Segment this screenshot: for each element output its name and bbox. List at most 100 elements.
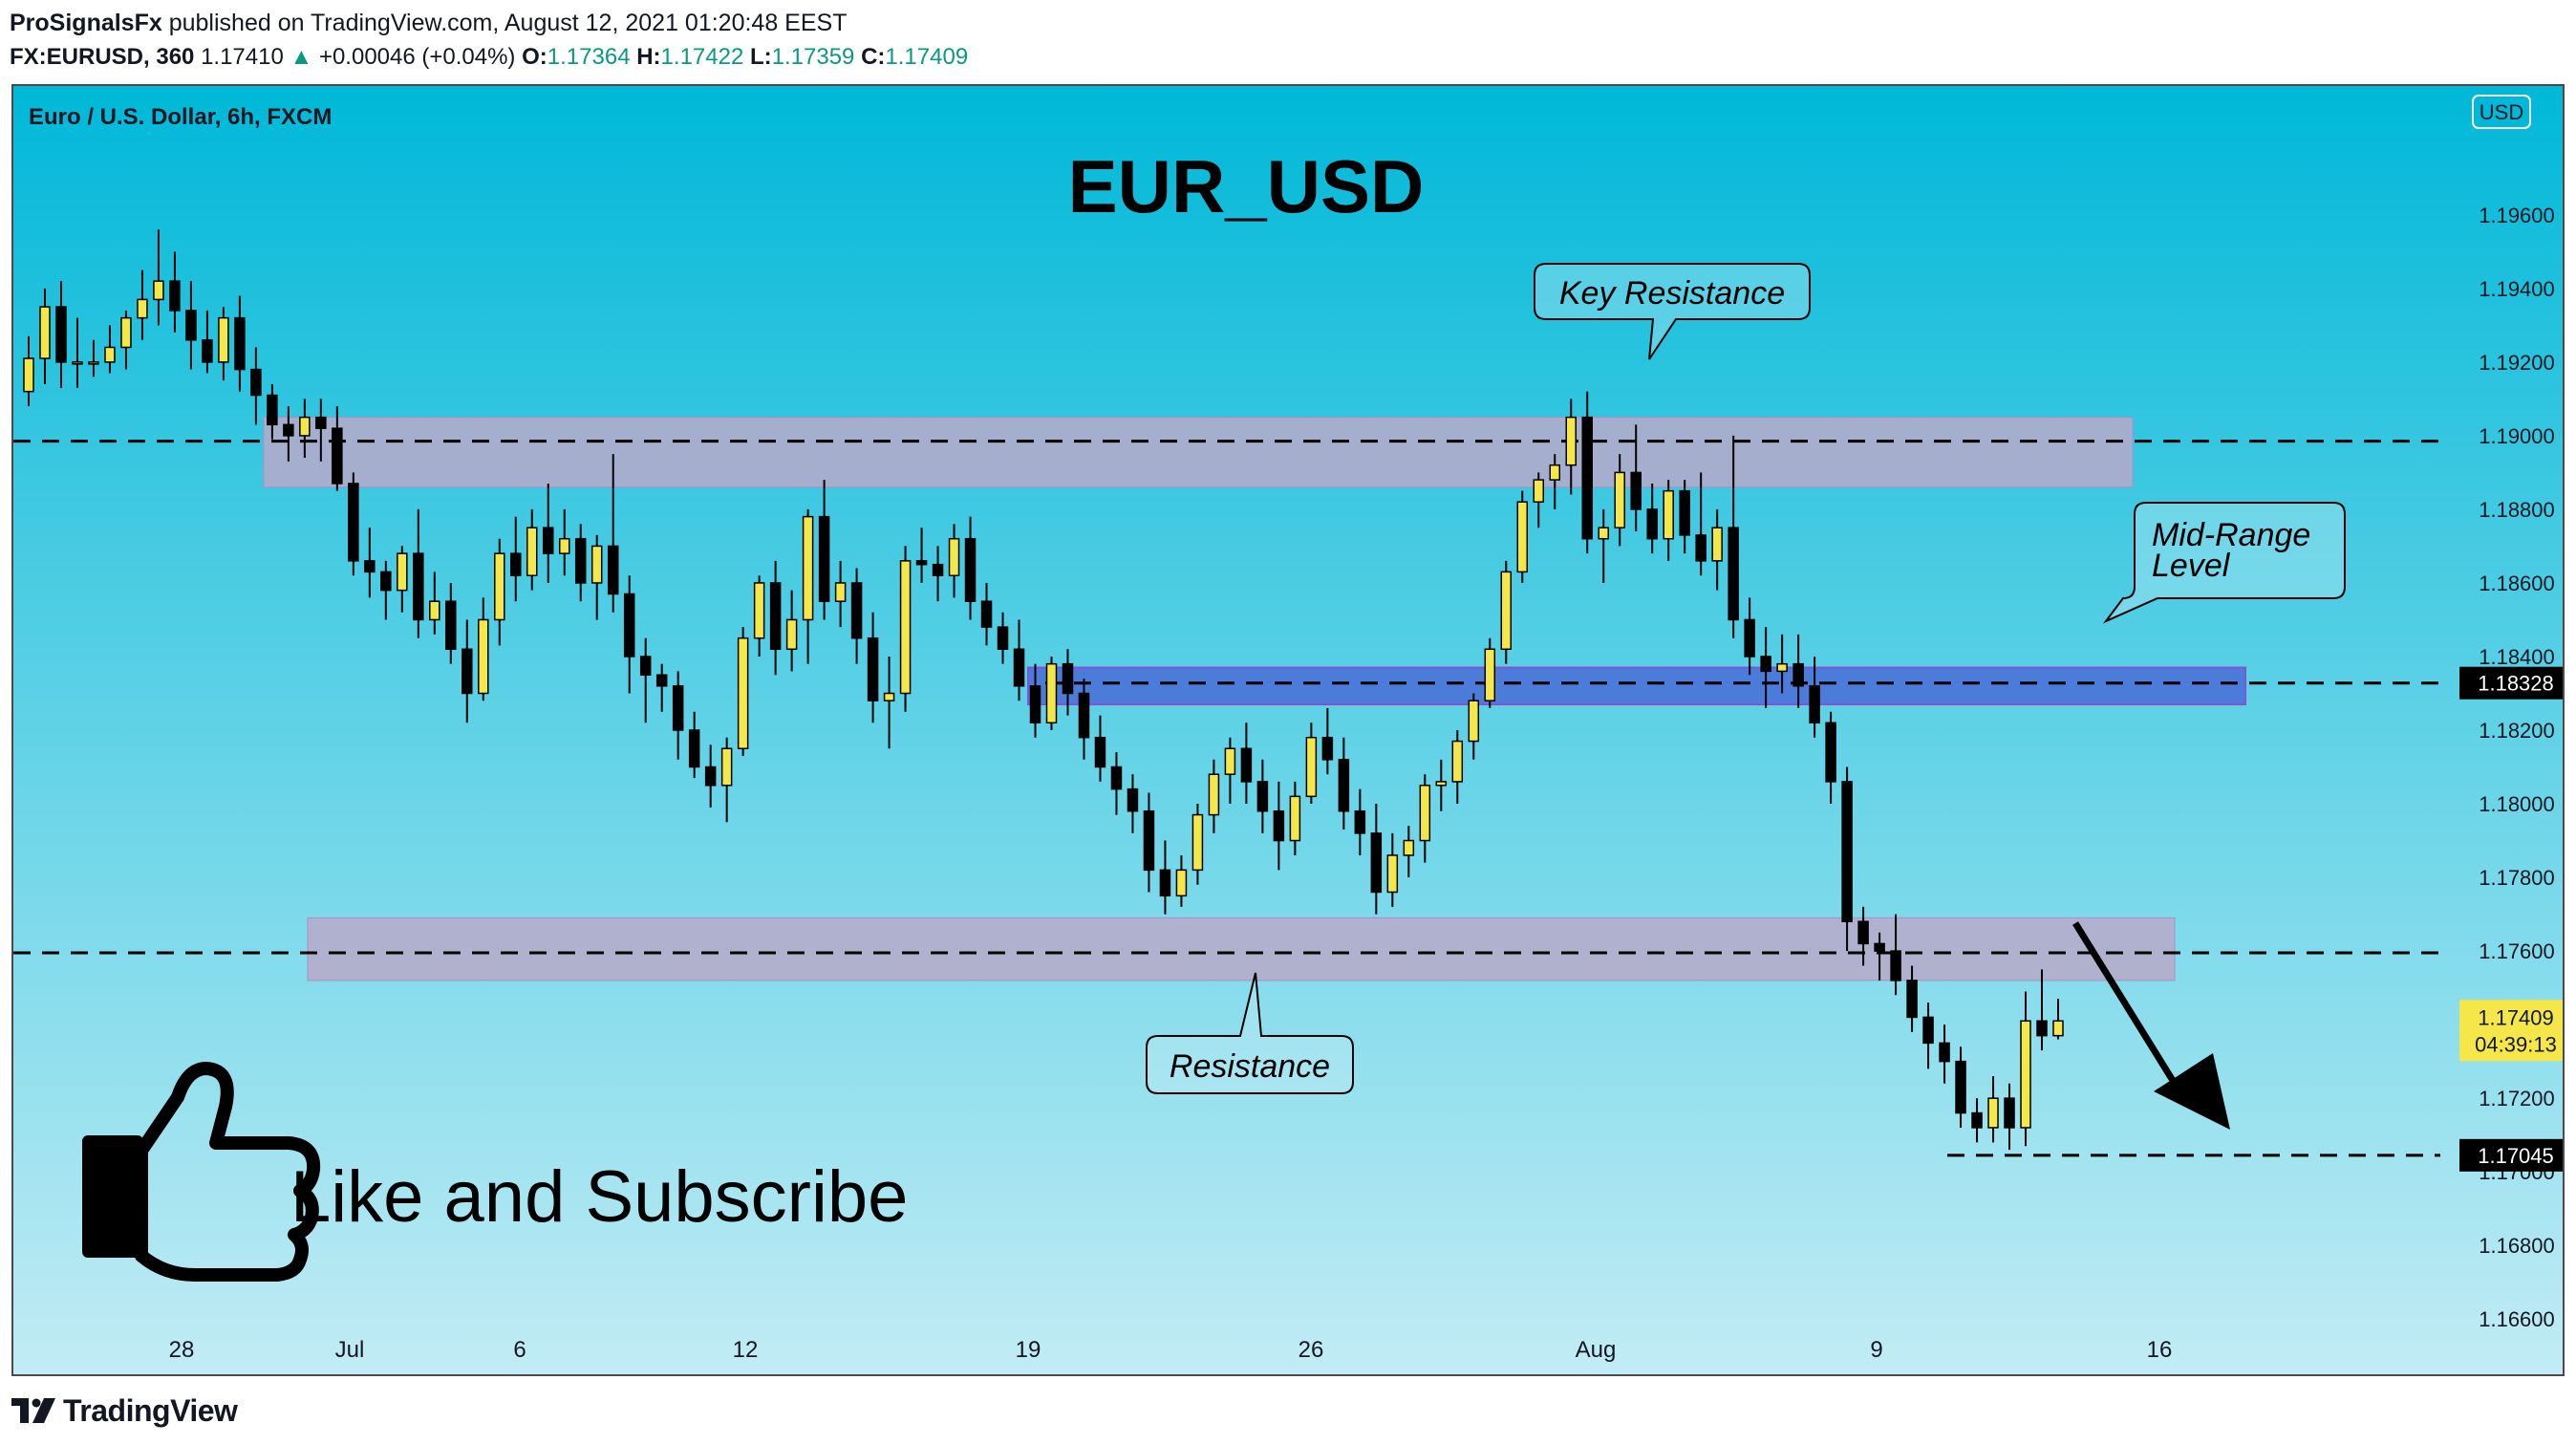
- candle[interactable]: [1240, 722, 1253, 805]
- candle[interactable]: [1890, 914, 1901, 996]
- candle[interactable]: [1468, 693, 1480, 760]
- candle[interactable]: [899, 546, 912, 712]
- candle[interactable]: [1175, 854, 1188, 907]
- candle[interactable]: [1354, 788, 1366, 855]
- candle[interactable]: [1110, 752, 1123, 815]
- candle[interactable]: [1825, 711, 1836, 805]
- candle[interactable]: [1533, 472, 1545, 528]
- candle[interactable]: [915, 528, 928, 583]
- candle[interactable]: [883, 656, 895, 749]
- candle[interactable]: [1338, 737, 1350, 830]
- candle[interactable]: [1516, 490, 1529, 583]
- symbol-label[interactable]: FX:EURUSD, 360: [10, 44, 195, 70]
- candle[interactable]: [948, 524, 960, 598]
- candle[interactable]: [1695, 472, 1707, 576]
- candle[interactable]: [397, 546, 408, 613]
- candle[interactable]: [1029, 663, 1041, 738]
- candle[interactable]: [1906, 965, 1918, 1032]
- tradingview-footer[interactable]: TradingView: [11, 1391, 238, 1430]
- candle[interactable]: [623, 575, 635, 694]
- instrument-label[interactable]: Euro / U.S. Dollar, 6h, FXCM: [29, 104, 332, 130]
- candle[interactable]: [1451, 730, 1464, 805]
- candle[interactable]: [590, 534, 603, 620]
- candle[interactable]: [429, 572, 440, 635]
- candle[interactable]: [1874, 932, 1885, 981]
- candle[interactable]: [704, 744, 717, 808]
- candle[interactable]: [1841, 766, 1853, 952]
- candle[interactable]: [1419, 774, 1431, 863]
- candle[interactable]: [1663, 480, 1674, 561]
- candle[interactable]: [1289, 781, 1301, 855]
- candle[interactable]: [478, 597, 489, 701]
- candle[interactable]: [1792, 634, 1804, 708]
- candle[interactable]: [672, 671, 684, 760]
- candle[interactable]: [980, 582, 993, 646]
- candle[interactable]: [1728, 435, 1739, 638]
- candle[interactable]: [510, 516, 522, 602]
- candle[interactable]: [1598, 508, 1609, 583]
- candle[interactable]: [558, 508, 570, 576]
- candle[interactable]: [607, 454, 619, 613]
- candle[interactable]: [120, 310, 132, 370]
- chart-canvas[interactable]: EUR_USD Euro / U.S. Dollar, 6h, FXCM Key…: [13, 86, 2563, 1374]
- candle[interactable]: [1045, 656, 1058, 730]
- candle[interactable]: [1987, 1076, 1999, 1143]
- candle[interactable]: [1581, 391, 1593, 554]
- candle[interactable]: [850, 568, 863, 664]
- candle[interactable]: [1159, 840, 1171, 915]
- candle[interactable]: [104, 325, 116, 374]
- candle[interactable]: [332, 406, 343, 491]
- candle[interactable]: [462, 619, 473, 723]
- candle[interactable]: [1256, 759, 1269, 833]
- candle[interactable]: [72, 317, 83, 388]
- candle[interactable]: [1224, 737, 1236, 805]
- candle[interactable]: [1549, 454, 1560, 509]
- candle[interactable]: [1078, 679, 1090, 760]
- candle[interactable]: [1321, 707, 1334, 775]
- candle[interactable]: [1614, 454, 1625, 547]
- candle[interactable]: [364, 528, 376, 598]
- candle[interactable]: [1062, 649, 1074, 716]
- candle[interactable]: [153, 229, 164, 326]
- candle[interactable]: [445, 582, 457, 664]
- candle[interactable]: [348, 472, 359, 576]
- publisher-name[interactable]: ProSignalsFx: [10, 10, 162, 36]
- candle[interactable]: [964, 516, 977, 620]
- candle[interactable]: [1971, 1098, 1983, 1143]
- candle[interactable]: [1809, 656, 1820, 738]
- candle[interactable]: [202, 310, 213, 374]
- candle[interactable]: [720, 737, 733, 823]
- candle[interactable]: [1646, 483, 1658, 554]
- currency-badge[interactable]: USD: [2472, 95, 2531, 129]
- candle[interactable]: [283, 406, 294, 462]
- candle[interactable]: [185, 281, 197, 370]
- candle[interactable]: [997, 612, 1009, 664]
- candle[interactable]: [1760, 627, 1771, 708]
- candle[interactable]: [88, 339, 99, 377]
- price-axis[interactable]: 1.19600 1.19400 1.19200 1.19000 1.18800 1.186…: [2479, 204, 2555, 1331]
- candle[interactable]: [1127, 774, 1139, 833]
- candle[interactable]: [1484, 637, 1496, 708]
- candle[interactable]: [234, 295, 246, 392]
- candle[interactable]: [39, 288, 51, 384]
- candle[interactable]: [1386, 832, 1399, 907]
- candle[interactable]: [1094, 715, 1106, 782]
- candle[interactable]: [867, 612, 879, 723]
- candle[interactable]: [1679, 480, 1690, 554]
- candle[interactable]: [1273, 781, 1285, 871]
- candle[interactable]: [1435, 759, 1448, 811]
- candle[interactable]: [526, 508, 538, 591]
- candle[interactable]: [1013, 619, 1025, 701]
- candle[interactable]: [299, 399, 311, 458]
- candle[interactable]: [169, 251, 181, 334]
- candle[interactable]: [802, 508, 814, 664]
- candle[interactable]: [1711, 508, 1723, 591]
- candle[interactable]: [1565, 399, 1577, 495]
- candle[interactable]: [785, 590, 798, 672]
- candle[interactable]: [1630, 424, 1642, 532]
- candle[interactable]: [737, 627, 749, 756]
- candle[interactable]: [137, 270, 148, 340]
- candle[interactable]: [494, 538, 505, 646]
- candle[interactable]: [1403, 826, 1415, 878]
- candle[interactable]: [639, 637, 652, 723]
